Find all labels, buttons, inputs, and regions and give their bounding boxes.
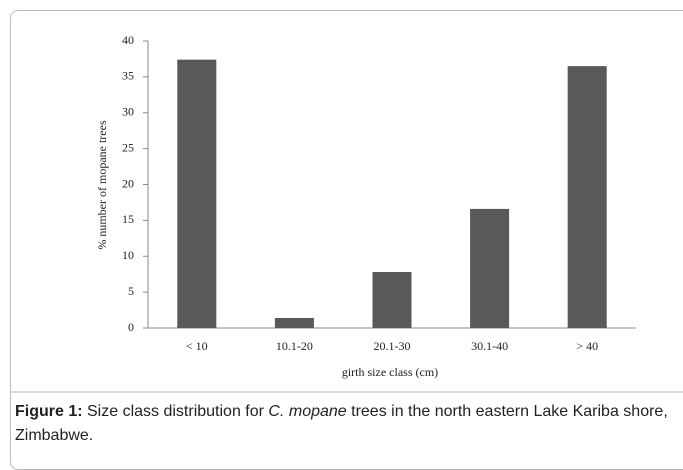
x-axis-label: girth size class (cm) [342, 365, 438, 379]
y-axis-label: % number of mopane trees [95, 120, 109, 250]
y-tick-label: 35 [122, 69, 134, 83]
page: girth size class (cm) % number of mopane… [10, 10, 683, 470]
bar [372, 272, 412, 328]
caption-text: Size class distribution for [82, 403, 269, 420]
bar [177, 59, 217, 328]
caption: Figure 1: Size class distribution for C.… [15, 400, 670, 448]
bar [470, 208, 510, 328]
y-tick-label: 25 [122, 140, 134, 154]
caption-label: Figure 1: [15, 403, 83, 420]
y-tick-label: 40 [122, 33, 134, 47]
bar [567, 66, 607, 329]
bar [274, 317, 314, 328]
y-tick-label: 30 [122, 105, 134, 119]
caption-text: trees in the north eastern Lake Kariba s… [15, 403, 668, 444]
chart: girth size class (cm) % number of mopane… [95, 33, 636, 379]
y-tick-label: 20 [122, 176, 134, 190]
x-tick-label: 30.1-40 [471, 339, 508, 353]
x-tick-label: > 40 [576, 339, 598, 353]
caption-species: C. mopane [268, 403, 347, 420]
x-tick-label: 20.1-30 [374, 339, 411, 353]
y-tick-label: 5 [128, 284, 134, 298]
x-tick-label: < 10 [186, 339, 208, 353]
y-tick-label: 0 [128, 320, 134, 334]
y-tick-label: 10 [122, 248, 134, 262]
x-tick-label: 10.1-20 [276, 339, 313, 353]
y-tick-label: 15 [122, 212, 134, 226]
